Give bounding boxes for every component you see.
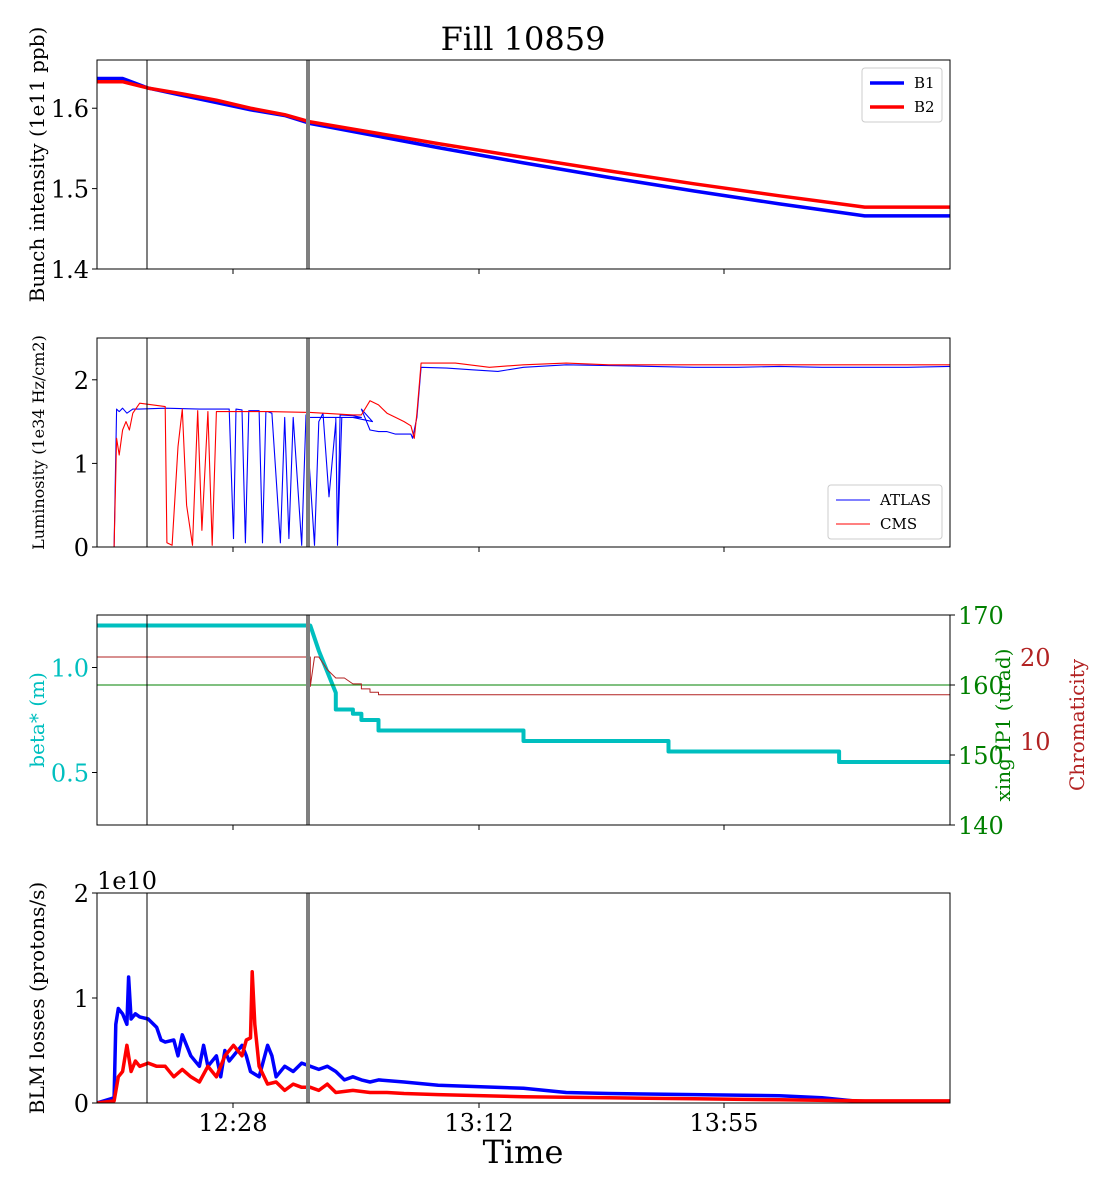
y-tick-label: 0 xyxy=(74,534,89,562)
y-axis-label: Luminosity (1e34 Hz/cm2) xyxy=(29,335,48,550)
axes-frame xyxy=(96,59,951,270)
y-axis-label: Bunch intensity (1e11 ppb) xyxy=(25,27,49,303)
axes-frame xyxy=(96,892,951,1104)
y2-tick-label: 170 xyxy=(958,602,1004,630)
series-group xyxy=(97,362,950,547)
x-tick-label: 12:28 xyxy=(198,1109,267,1137)
y-tick-label: 0.5 xyxy=(51,760,89,788)
y-tick-label: 1 xyxy=(74,450,89,478)
y2-tick-label: 150 xyxy=(958,742,1004,770)
series-line-beta xyxy=(97,623,950,764)
y2-tick-label: 160 xyxy=(958,672,1004,700)
y3-axis-label: Chromaticity xyxy=(1065,658,1089,791)
y-tick-label: 0 xyxy=(74,1090,89,1118)
y-axis-label: BLM losses (protons/s) xyxy=(25,882,49,1114)
axes-frame xyxy=(96,337,951,548)
y-tick-label: 1.0 xyxy=(51,655,89,683)
series-line-b2 xyxy=(97,970,950,1103)
series-group xyxy=(97,970,950,1103)
series-group xyxy=(97,76,950,218)
legend-label-b1: B1 xyxy=(914,74,935,92)
series-line-cms xyxy=(97,362,950,547)
y-scale-label: 1e10 xyxy=(97,867,157,895)
series-group xyxy=(97,623,950,764)
y3-tick-label: 10 xyxy=(1020,728,1051,756)
chart-title: Fill 10859 xyxy=(441,20,606,58)
y-tick-label: 1.6 xyxy=(51,95,89,123)
series-line-b1 xyxy=(97,76,950,218)
x-axis-label: Time xyxy=(483,1133,564,1171)
series-line-b2 xyxy=(97,79,950,209)
y-tick-label: 2 xyxy=(74,367,89,395)
legend-label-atlas: ATLAS xyxy=(879,491,931,509)
legend-label-cms: CMS xyxy=(880,515,917,533)
legend-frame xyxy=(827,484,943,540)
y3-tick-label: 20 xyxy=(1020,644,1051,672)
axes-frame xyxy=(96,614,951,826)
y-tick-label: 1.5 xyxy=(51,176,89,204)
y2-tick-label: 140 xyxy=(958,812,1004,840)
series-line-chroma xyxy=(97,656,950,696)
y-tick-label: 1.4 xyxy=(51,256,89,284)
panel-blm: 0 1 2 12:28 13:12 13:55 BLM losses (protons/s)… xyxy=(25,867,951,1137)
y-tick-label: 2 xyxy=(74,880,89,908)
series-line-b1 xyxy=(97,975,950,1103)
panel-luminosity: 0 1 2 Luminosity (1e34 Hz/cm2) ATLAS CMS xyxy=(29,335,951,562)
legend-label-b2: B2 xyxy=(914,98,935,116)
legend: ATLAS CMS xyxy=(827,484,943,540)
y2-axis-label: xing IP1 (urad) xyxy=(991,649,1015,802)
x-tick-label: 13:55 xyxy=(689,1109,758,1137)
x-tick-label: 13:12 xyxy=(444,1109,513,1137)
series-line-atlas xyxy=(97,364,950,547)
y-tick-label: 1 xyxy=(74,985,89,1013)
y-axis-label: beta* (m) xyxy=(25,672,49,768)
